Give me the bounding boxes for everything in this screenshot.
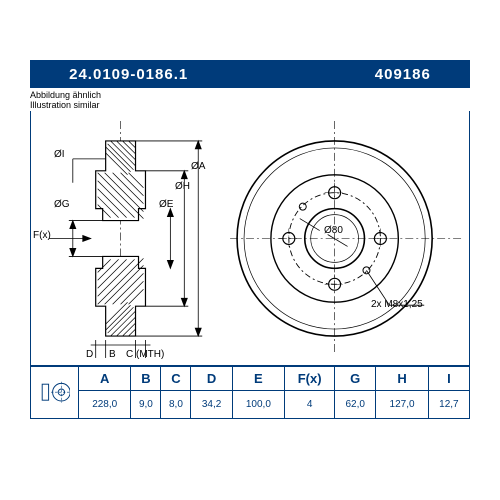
diagram-container: 24.0109-0186.1 409186 Abbildung ähnlich … [30, 60, 470, 440]
val-I: 12,7 [428, 390, 469, 418]
val-G: 62,0 [335, 390, 376, 418]
label-D: D [86, 349, 93, 360]
part-number: 24.0109-0186.1 [69, 66, 188, 83]
col-F: F(x) [285, 366, 335, 390]
subtitle-de: Abbildung ähnlich [30, 90, 470, 100]
drawing-area: ØI ØG ØE ØH ØA F(x) B C (MTH) D Ø80 2x M… [30, 111, 470, 366]
header-bar: 24.0109-0186.1 409186 [30, 60, 470, 88]
col-B: B [131, 366, 161, 390]
technical-drawing [31, 111, 469, 365]
col-A: A [79, 366, 131, 390]
thumb-icon [39, 381, 71, 403]
label-diaG: ØG [54, 199, 70, 210]
label-diaA: ØA [191, 161, 205, 172]
val-H: 127,0 [376, 390, 428, 418]
col-C: C [161, 366, 191, 390]
label-bolt: 2x M8x1,25 [371, 299, 423, 310]
val-F: 4 [285, 390, 335, 418]
label-diaI: ØI [54, 149, 65, 160]
label-diaH: ØH [175, 181, 190, 192]
alt-number: 409186 [375, 66, 431, 83]
val-A: 228,0 [79, 390, 131, 418]
thumb-cell [31, 366, 79, 418]
col-G: G [335, 366, 376, 390]
label-center-dia: Ø80 [324, 225, 343, 236]
table-value-row: 228,0 9,0 8,0 34,2 100,0 4 62,0 127,0 12… [31, 390, 470, 418]
val-D: 34,2 [191, 390, 232, 418]
label-B: B [109, 349, 116, 360]
col-I: I [428, 366, 469, 390]
val-E: 100,0 [232, 390, 284, 418]
subtitle: Abbildung ähnlich Illustration similar [30, 90, 470, 111]
val-B: 9,0 [131, 390, 161, 418]
label-diaE: ØE [159, 199, 173, 210]
val-C: 8,0 [161, 390, 191, 418]
label-C: C (MTH) [126, 349, 164, 360]
col-D: D [191, 366, 232, 390]
dimension-table: A B C D E F(x) G H I 228,0 9,0 8,0 34,2 … [30, 366, 470, 419]
col-H: H [376, 366, 428, 390]
col-E: E [232, 366, 284, 390]
label-F: F(x) [33, 230, 51, 241]
subtitle-en: Illustration similar [30, 100, 470, 110]
table-header-row: A B C D E F(x) G H I [31, 366, 470, 390]
